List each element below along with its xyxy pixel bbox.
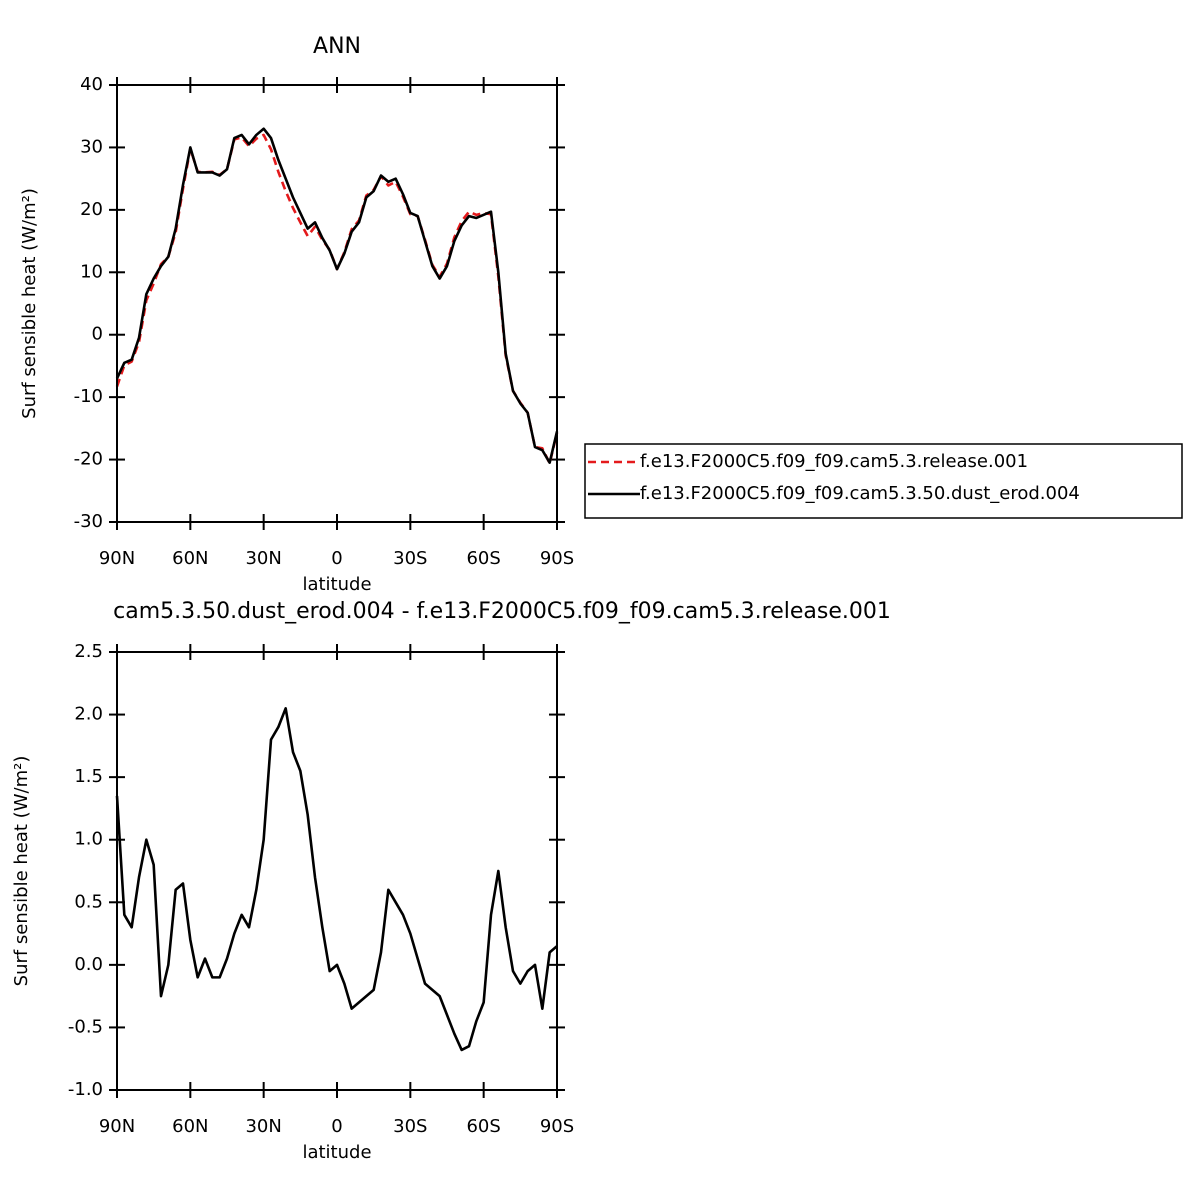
y-tick-label: 0.0	[74, 954, 103, 975]
x-axis-label: latitude	[302, 574, 371, 595]
x-tick-label: 60S	[466, 1116, 500, 1137]
x-tick-label: 60N	[172, 548, 208, 569]
plot-frame	[116, 651, 558, 1091]
chart-title: cam5.3.50.dust_erod.004 - f.e13.F2000C5.…	[113, 599, 891, 624]
y-tick-label: -30	[74, 511, 103, 532]
x-tick-label: 90S	[540, 1116, 574, 1137]
y-axis-label: Surf sensible heat (W/m²)	[11, 756, 32, 987]
y-tick-label: 2.0	[74, 704, 103, 725]
y-tick-label: 0.5	[74, 891, 103, 912]
x-tick-label: 90N	[99, 548, 135, 569]
y-tick-label: 30	[80, 136, 103, 157]
x-tick-label: 30N	[245, 1116, 281, 1137]
y-tick-label: 20	[80, 199, 103, 220]
y-tick-label: 10	[80, 261, 103, 282]
chart-title: ANN	[313, 34, 361, 59]
y-tick-label: -10	[74, 386, 103, 407]
legend-label: f.e13.F2000C5.f09_f09.cam5.3.50.dust_ero…	[640, 483, 1080, 504]
legend-box	[584, 443, 1183, 519]
y-tick-label: 2.5	[74, 641, 103, 662]
y-tick-label: 1.5	[74, 766, 103, 787]
x-tick-label: 30S	[393, 1116, 427, 1137]
y-tick-label: -20	[74, 449, 103, 470]
x-tick-label: 30N	[245, 548, 281, 569]
x-tick-label: 60N	[172, 1116, 208, 1137]
x-tick-label: 90S	[540, 548, 574, 569]
x-tick-label: 0	[331, 1116, 342, 1137]
y-tick-label: 40	[80, 74, 103, 95]
y-axis-label: Surf sensible heat (W/m²)	[19, 188, 40, 419]
x-tick-label: 0	[331, 548, 342, 569]
x-tick-label: 30S	[393, 548, 427, 569]
y-tick-label: 1.0	[74, 829, 103, 850]
x-axis-label: latitude	[302, 1142, 371, 1163]
y-tick-label: -1.0	[68, 1079, 103, 1100]
plot-frame	[116, 84, 558, 523]
y-tick-label: -0.5	[68, 1016, 103, 1037]
data-line	[115, 127, 559, 464]
y-tick-label: 0	[92, 324, 103, 345]
data-line	[115, 707, 558, 1052]
x-tick-label: 60S	[466, 548, 500, 569]
legend-label: f.e13.F2000C5.f09_f09.cam5.3.release.001	[640, 451, 1028, 472]
x-tick-label: 90N	[99, 1116, 135, 1137]
